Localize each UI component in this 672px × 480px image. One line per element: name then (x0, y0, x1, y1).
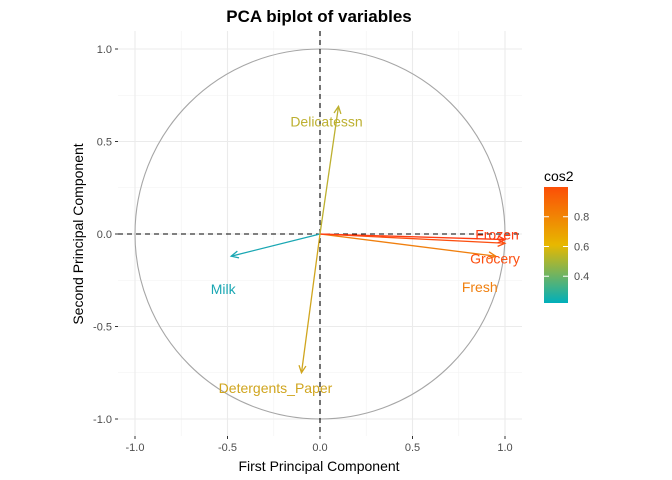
y-axis-label: Second Principal Component (70, 143, 86, 324)
y-tick-label: -1.0 (93, 414, 112, 426)
y-tick-label: 0.5 (97, 137, 112, 149)
legend-tick-label: 0.4 (574, 271, 589, 283)
arrowhead-milk (229, 250, 240, 259)
variable-labels: Fresh Milk Grocery Frozen Detergents_Paper De… (211, 113, 520, 395)
y-axis-ticks: -1.0 -0.5 0.0 0.5 1.0 (93, 44, 118, 426)
chart-title: PCA biplot of variables (226, 7, 411, 26)
label-grocery: Grocery (470, 250, 520, 266)
x-tick-label: 0.5 (405, 442, 420, 454)
arrow-detergents_paper (300, 233, 321, 373)
label-detergents_paper: Detergents_Paper (219, 380, 333, 396)
legend-tick-label: 0.6 (574, 241, 589, 253)
label-milk: Milk (211, 281, 237, 297)
x-tick-label: 1.0 (497, 442, 512, 454)
y-tick-label: 0.0 (97, 229, 112, 241)
label-delicatessn: Delicatessn (290, 113, 362, 129)
x-tick-label: 0.0 (312, 442, 327, 454)
x-tick-label: -0.5 (218, 442, 237, 454)
arrow-frozen (319, 233, 506, 241)
legend-tick-label: 0.8 (574, 212, 589, 224)
arrowhead-grocery (497, 238, 507, 247)
arrow-fresh (319, 233, 496, 257)
arrowhead-fresh (487, 251, 498, 260)
label-frozen: Frozen (475, 227, 519, 243)
y-tick-label: 1.0 (97, 44, 112, 56)
arrow-milk (231, 233, 321, 257)
legend-ticks: 0.4 0.6 0.8 (544, 212, 589, 283)
legend-title: cos2 (544, 168, 574, 184)
label-fresh: Fresh (462, 279, 498, 295)
x-axis-label: First Principal Component (238, 458, 399, 474)
arrowhead-frozen (497, 235, 507, 244)
variable-arrows (229, 104, 507, 375)
x-tick-label: -1.0 (126, 442, 145, 454)
y-tick-label: -0.5 (93, 322, 112, 334)
x-axis-ticks: -1.0 -0.5 0.0 0.5 1.0 (126, 436, 513, 454)
arrow-delicatessn (319, 106, 340, 235)
legend: cos2 0.4 0.6 0.8 (544, 168, 589, 303)
legend-colorbar (544, 187, 568, 303)
arrowhead-delicatessn (333, 104, 342, 115)
arrowhead-detergents_paper (298, 364, 307, 375)
